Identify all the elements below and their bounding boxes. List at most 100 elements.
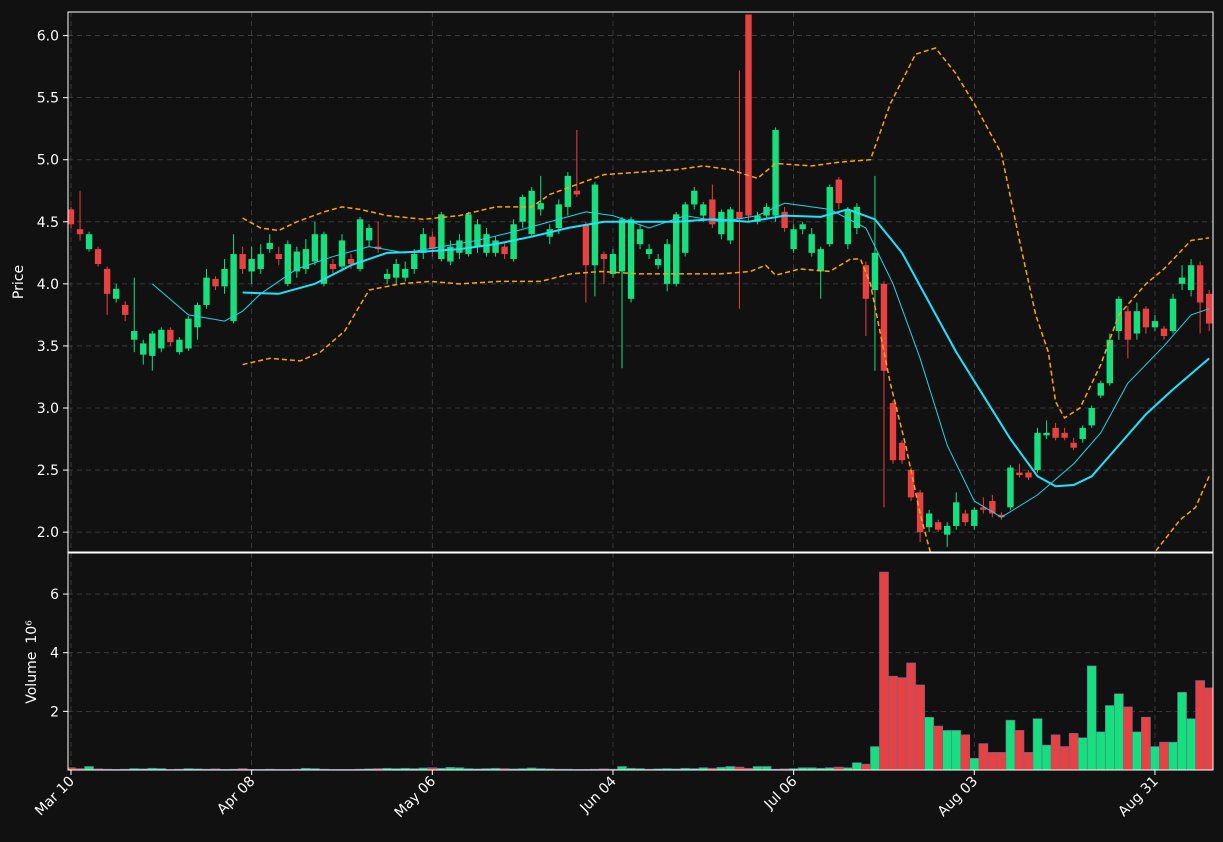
candle-body bbox=[465, 214, 472, 255]
candle-body bbox=[1070, 442, 1077, 448]
volume-bar bbox=[617, 766, 627, 770]
volume-bar bbox=[1150, 746, 1160, 770]
volume-bar bbox=[951, 730, 962, 770]
volume-bar bbox=[960, 734, 971, 770]
candle-body bbox=[564, 175, 572, 207]
candle-body bbox=[862, 265, 870, 299]
line bbox=[242, 47, 1210, 419]
x-tick-label: Mar 10 bbox=[32, 774, 78, 820]
candle-body bbox=[889, 403, 897, 461]
candle-body bbox=[989, 501, 996, 514]
x-tick-label: Jun 04 bbox=[577, 773, 620, 816]
candle-body bbox=[438, 214, 445, 260]
y-tick-label: 6 bbox=[50, 587, 59, 603]
volume-bar bbox=[933, 725, 943, 770]
candle-body bbox=[980, 507, 987, 510]
volume-bar bbox=[725, 766, 736, 770]
line bbox=[242, 258, 1210, 552]
volume-bar bbox=[987, 752, 998, 770]
candle-body bbox=[447, 246, 454, 262]
candle-body bbox=[817, 249, 824, 272]
candle-body bbox=[1007, 467, 1014, 508]
candle-body bbox=[871, 252, 879, 291]
candle-body bbox=[925, 513, 933, 528]
candle-body bbox=[257, 254, 264, 269]
candle-body bbox=[691, 190, 698, 205]
candle-body bbox=[853, 206, 861, 228]
candle-body bbox=[1097, 383, 1104, 396]
y-tick-label: 2.0 bbox=[37, 525, 59, 541]
volume-bar bbox=[1204, 687, 1213, 770]
candle-body bbox=[826, 187, 833, 245]
candle-body bbox=[781, 211, 788, 228]
candle-body bbox=[302, 249, 310, 269]
candle-body bbox=[953, 502, 960, 526]
candle-body bbox=[582, 224, 590, 266]
candle-body bbox=[519, 196, 526, 222]
bars bbox=[68, 571, 1213, 770]
candle-body bbox=[402, 268, 409, 278]
candle-body bbox=[745, 14, 752, 216]
candle-body bbox=[528, 190, 535, 235]
candle-body bbox=[338, 240, 346, 267]
candle-body bbox=[654, 259, 662, 266]
volume-bar bbox=[1014, 730, 1025, 770]
candle-body bbox=[329, 264, 337, 269]
candle-body bbox=[880, 283, 888, 371]
y-tick-label: 4.0 bbox=[37, 277, 59, 293]
y-tick-label: 2 bbox=[50, 704, 59, 720]
x-tick-label: Aug 03 bbox=[935, 774, 981, 820]
volume-bar bbox=[888, 675, 898, 770]
volume-bar bbox=[1141, 716, 1151, 770]
candle-body bbox=[230, 254, 237, 322]
volume-bar bbox=[870, 746, 880, 770]
candle-body bbox=[772, 129, 779, 216]
candle-body bbox=[392, 264, 400, 278]
candle-body bbox=[420, 234, 427, 253]
candle-body bbox=[1088, 408, 1095, 426]
candle-body bbox=[1034, 432, 1041, 471]
plot-frame bbox=[67, 552, 1214, 771]
volume-bar bbox=[897, 677, 907, 770]
volume-bar bbox=[1186, 718, 1196, 770]
candle-body bbox=[636, 229, 644, 245]
candle-body bbox=[167, 329, 174, 343]
candles bbox=[68, 14, 1213, 552]
x-tick-label: Apr 08 bbox=[214, 774, 258, 818]
candle-body bbox=[1043, 432, 1050, 436]
candle-body bbox=[709, 199, 716, 225]
candle-body bbox=[754, 215, 761, 222]
candle-body bbox=[537, 203, 544, 210]
candle-body bbox=[1061, 432, 1068, 438]
candle-body bbox=[492, 240, 499, 253]
volume-bar bbox=[752, 766, 763, 770]
candle-body bbox=[221, 268, 228, 287]
candle-body bbox=[998, 514, 1005, 518]
candle-body bbox=[618, 219, 626, 272]
candle-body bbox=[1160, 328, 1168, 336]
plot-frame bbox=[67, 11, 1214, 553]
candle-body bbox=[356, 219, 364, 269]
candle-body bbox=[1187, 265, 1195, 291]
volume-bar bbox=[1168, 741, 1178, 770]
x-tick-label: May 06 bbox=[392, 773, 440, 821]
volume-bar bbox=[1068, 733, 1079, 770]
candle-body bbox=[176, 339, 183, 353]
candle-body bbox=[907, 470, 915, 498]
candle-body bbox=[85, 234, 93, 250]
candle-body bbox=[971, 509, 978, 526]
candle-body bbox=[600, 254, 608, 260]
candle-body bbox=[736, 211, 743, 220]
candle-body bbox=[835, 179, 843, 204]
candle-body bbox=[103, 268, 111, 294]
candle-body bbox=[1025, 472, 1032, 478]
volume-bar bbox=[1059, 746, 1070, 770]
candle-body bbox=[609, 254, 617, 274]
y-tick-label: 3.5 bbox=[37, 339, 59, 355]
y-axis-label: Price bbox=[11, 265, 27, 299]
candle-body bbox=[68, 209, 75, 225]
candle-body bbox=[627, 219, 635, 299]
candle-body bbox=[934, 522, 942, 530]
candle-body bbox=[663, 244, 671, 284]
